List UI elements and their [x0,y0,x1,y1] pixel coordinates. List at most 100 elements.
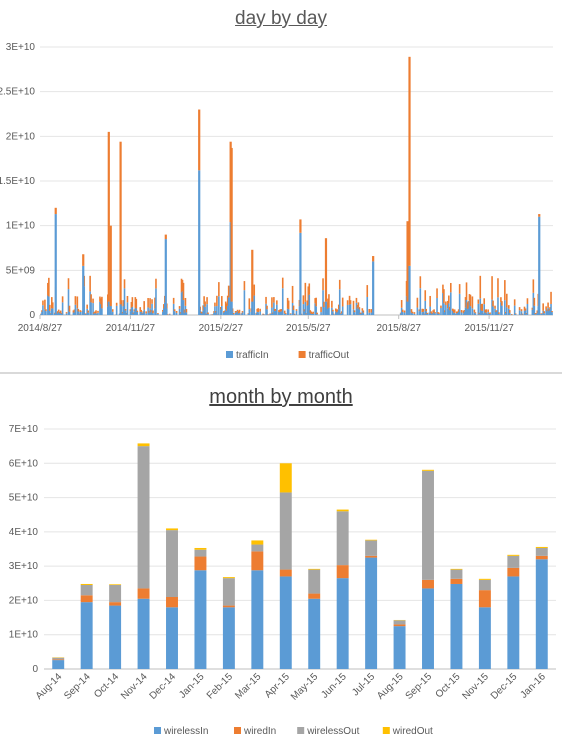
bar-trafficIn [440,307,442,315]
bar-trafficIn [247,314,250,315]
bar-trafficIn [173,311,176,315]
bar-trafficOut [232,313,235,315]
bar-trafficIn [107,301,110,315]
bar-trafficOut [107,131,110,302]
bar-wiredOut [336,509,349,512]
bar-trafficIn [223,311,226,315]
bar-trafficIn [97,312,99,315]
bar-trafficIn [87,312,89,315]
bar-trafficIn [256,311,258,315]
bar-trafficOut [505,312,507,314]
bar-trafficOut [235,311,238,313]
bar-wirelessOut [109,585,122,603]
bar-trafficOut [495,310,497,312]
bar-trafficIn [362,312,365,315]
bar-wiredIn [535,555,548,560]
bar-trafficIn [126,302,129,315]
bar-trafficIn [425,311,428,315]
bar-wirelessOut [450,569,463,579]
bar-trafficOut [408,56,411,266]
bar-trafficOut [523,306,526,311]
x-tick-label: Mar-15 [233,671,263,701]
bar-trafficIn [361,310,364,315]
bar-trafficOut [236,309,239,312]
x-tick-label: Sep-14 [62,671,93,702]
bar-trafficOut [68,305,71,312]
bar-trafficOut [147,298,149,308]
bar-trafficOut [362,310,365,313]
bar-trafficOut [266,305,268,310]
bar-trafficOut [302,295,305,305]
bar-wirelessIn [251,570,264,669]
bar-trafficOut [238,309,241,313]
bar-trafficIn [366,296,369,315]
bar-trafficOut [546,309,548,312]
bar-wiredOut [251,540,264,545]
bar-trafficOut [257,308,259,313]
bar-wiredIn [279,569,292,577]
bar-trafficOut [152,310,154,314]
bar-trafficOut [259,308,261,312]
bar-trafficIn [185,312,188,315]
bar-trafficOut [47,282,49,296]
bar-trafficIn [136,311,139,315]
bar-trafficOut [173,309,176,312]
bar-trafficOut [286,297,289,309]
bar-trafficIn [200,312,202,315]
bar-trafficOut [449,282,452,293]
bar-trafficOut [200,311,202,313]
bar-trafficOut [339,313,342,315]
bar-trafficIn [67,289,70,315]
bar-trafficOut [60,312,63,314]
bar-trafficOut [337,304,340,310]
bar-trafficOut [432,310,434,314]
x-tick-label: 2014/11/27 [106,323,156,334]
bar-trafficOut [453,309,456,313]
bar-trafficOut [73,309,76,313]
bar-trafficOut [299,219,302,233]
bar-trafficOut [471,296,474,309]
bar-trafficIn [213,312,215,315]
bar-trafficIn [443,303,445,315]
bar-trafficOut [205,313,207,315]
bar-trafficIn [305,314,308,315]
bar-trafficOut [324,238,328,302]
bar-trafficIn [453,312,456,315]
bar-trafficIn [251,301,254,315]
bar-trafficIn [469,306,472,315]
bar-trafficIn [236,311,239,315]
bar-trafficIn [306,305,309,315]
bar-trafficIn [255,313,258,315]
bar-trafficIn [419,288,422,315]
bar-wirelessIn [109,605,122,669]
x-tick-label: 2015/2/27 [199,323,244,334]
bar-trafficOut [429,295,431,307]
bar-trafficIn [507,308,510,315]
legend-label-wiredOut: wiredOut [392,726,433,737]
bar-trafficOut [272,312,274,314]
bar-trafficOut [271,297,273,308]
bar-trafficIn [491,299,493,315]
legend-swatch [382,727,390,734]
bar-trafficOut [520,309,523,312]
bar-trafficOut [207,312,209,315]
bar-trafficOut [494,305,496,309]
bar-trafficOut [357,302,360,308]
bar-wirelessIn [279,576,292,669]
bar-trafficOut [507,305,510,309]
y-tick-label: 1E+10 [9,630,39,641]
bar-trafficOut [162,309,164,312]
bar-trafficIn [489,313,491,315]
bar-trafficOut [45,309,47,312]
bar-trafficIn [278,312,281,315]
bar-trafficOut [353,310,356,313]
bar-trafficIn [54,214,57,315]
bar-trafficIn [86,308,88,315]
bar-trafficOut [485,309,487,313]
bar-trafficOut [72,310,75,313]
bar-trafficIn [309,312,312,315]
bar-wirelessIn [80,602,93,669]
bar-trafficOut [183,309,186,313]
bar-trafficOut [95,310,97,314]
bar-trafficOut [312,311,315,314]
